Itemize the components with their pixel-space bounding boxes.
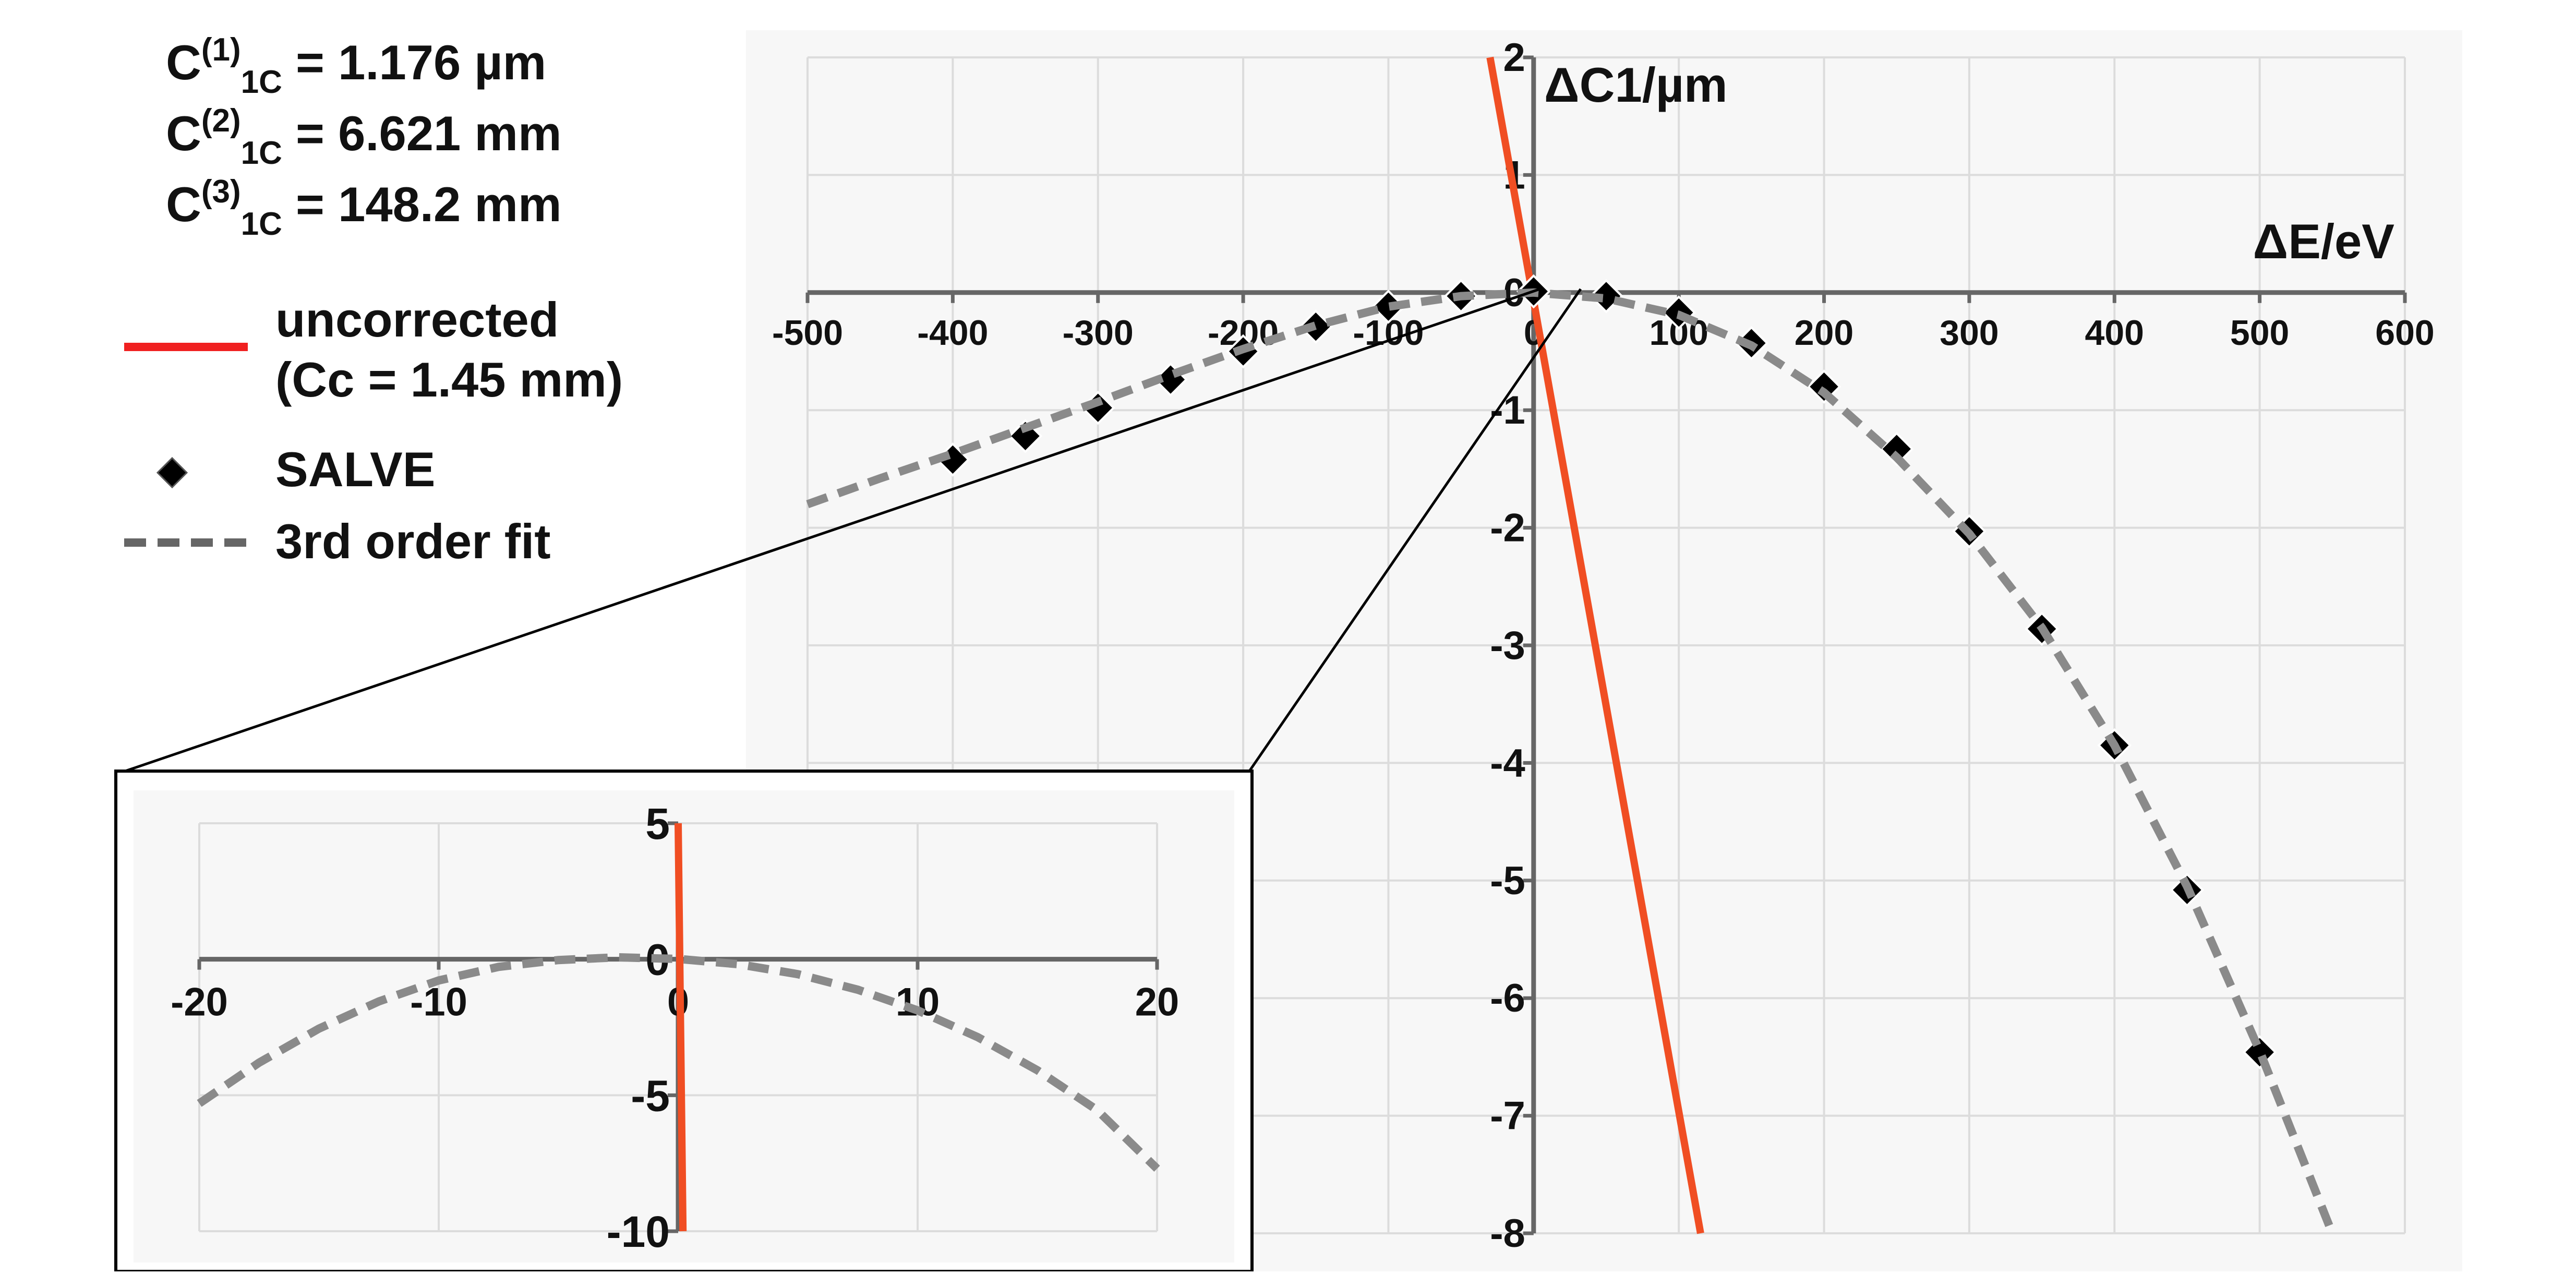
legend-uncorrected-label: uncorrected (275, 292, 559, 347)
x-tick-label: 300 (1940, 313, 1999, 353)
x-tick-label: -300 (1063, 313, 1134, 353)
x-tick-label: 200 (1795, 313, 1853, 353)
legend: uncorrected (Cc = 1.45 mm) SALVE 3rd ord… (124, 292, 623, 569)
main-series (806, 56, 2337, 1235)
legend-uncorrected-detail: (Cc = 1.45 mm) (275, 352, 623, 407)
y-tick-label: -5 (631, 1071, 670, 1120)
y-tick-label: -2 (1490, 506, 1525, 550)
uncorrected-line (675, 823, 687, 1232)
x-tick-label: -10 (410, 980, 467, 1025)
inset-series (197, 823, 1160, 1232)
y-tick-label: 2 (1503, 35, 1525, 80)
y-tick-label: 5 (645, 799, 670, 848)
fit-curve (197, 953, 1160, 1172)
zoom-connector-left (125, 287, 1540, 773)
x-tick-label: -20 (171, 980, 228, 1025)
uncorrected-line (1486, 56, 1704, 1234)
legend-salve-label: SALVE (275, 442, 435, 497)
salve-data-point (1807, 369, 1841, 404)
x-tick-label: 500 (2230, 313, 2289, 353)
y-tick-label: -4 (1490, 741, 1525, 785)
coefficient-line: C(2)1C = 6.621 mm (166, 103, 562, 171)
y-tick-label: -5 (1490, 859, 1525, 903)
x-axis-title: ΔE/eV (2253, 214, 2395, 269)
coefficient-annotations: C(1)1C = 1.176 µm C(2)1C = 6.621 mm C(3)… (166, 32, 562, 242)
x-tick-label: -500 (772, 313, 843, 353)
y-tick-label: -10 (607, 1207, 670, 1256)
x-tick-label: 400 (2085, 313, 2144, 353)
legend-fit-label: 3rd order fit (275, 514, 551, 569)
x-tick-label: 600 (2375, 313, 2434, 353)
zoom-connector-right (1248, 288, 1582, 772)
salve-data-point (1879, 431, 1914, 466)
y-axis-title: ΔC1/µm (1544, 57, 1728, 112)
y-tick-label: -8 (1490, 1211, 1525, 1256)
coefficient-line: C(3)1C = 148.2 mm (166, 174, 562, 242)
y-tick-label: -6 (1490, 976, 1525, 1020)
x-tick-label: -400 (917, 313, 988, 353)
x-tick-label: 10 (896, 980, 940, 1025)
coefficient-line: C(1)1C = 1.176 µm (166, 32, 546, 100)
legend-salve-marker (156, 456, 188, 489)
fit-curve (806, 288, 2337, 1235)
y-tick-label: -7 (1490, 1094, 1525, 1138)
salve-data-point (1008, 418, 1043, 453)
x-tick-label: 20 (1135, 980, 1179, 1025)
y-tick-label: -3 (1490, 623, 1525, 668)
